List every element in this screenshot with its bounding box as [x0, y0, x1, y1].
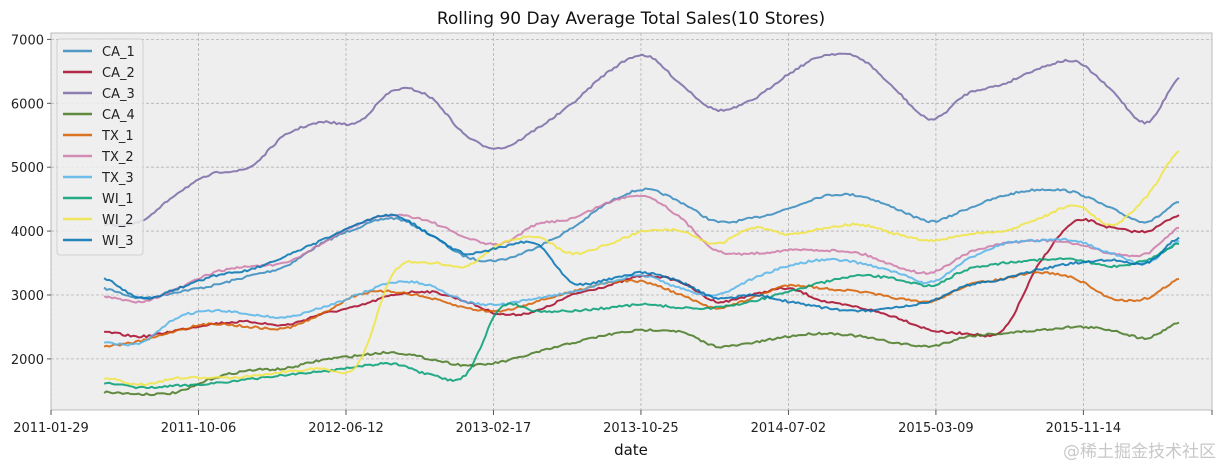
- x-tick-label: 2015-11-14: [1046, 421, 1122, 436]
- series-line-wi-3: [103, 213, 1180, 313]
- grid: [50, 33, 1212, 410]
- x-tick-label: 2011-01-29: [13, 421, 89, 436]
- y-tick-label: 3000: [11, 289, 44, 304]
- series-line-tx-2: [103, 194, 1180, 304]
- legend-item: CA_1: [63, 45, 135, 60]
- legend-item: CA_3: [63, 87, 135, 102]
- legend-label: WI_1: [102, 192, 133, 207]
- y-tick-label: 2000: [11, 353, 44, 368]
- series-line-wi-1: [103, 242, 1180, 390]
- plot-area: [50, 32, 1213, 411]
- y-tick-label: 6000: [11, 97, 44, 112]
- legend-item: WI_3: [63, 234, 133, 249]
- x-tick-label: 2013-02-17: [456, 421, 532, 436]
- series-line-ca-1: [103, 187, 1179, 300]
- x-axis-label: date: [614, 441, 648, 459]
- legend-item: TX_1: [63, 129, 134, 144]
- y-tick-label: 5000: [11, 161, 44, 176]
- x-axis: 2011-01-29 2011-10-06 2012-06-12 2013-02-17…: [13, 410, 1213, 436]
- legend-label: CA_2: [102, 66, 135, 81]
- legend-label: WI_3: [102, 234, 133, 249]
- legend-label: CA_3: [102, 87, 135, 102]
- legend-item: TX_2: [63, 150, 134, 165]
- chart-title: Rolling 90 Day Average Total Sales(10 St…: [437, 9, 825, 29]
- legend-label: TX_3: [101, 171, 134, 186]
- series-line-tx-3: [103, 237, 1180, 347]
- legend: CA_1 CA_2 CA_3 CA_4 TX_1 TX_2 TX_3 WI_1 WI_2 WI_3: [56, 38, 144, 256]
- legend-label: CA_4: [102, 108, 135, 123]
- legend-item: CA_4: [63, 108, 135, 123]
- legend-label: CA_1: [102, 45, 135, 60]
- series-line-ca-4: [103, 321, 1180, 397]
- legend-label: TX_1: [101, 129, 134, 144]
- x-tick-label: 2014-07-02: [751, 421, 827, 436]
- series-lines: [103, 52, 1180, 397]
- series-line-ca-3: [103, 52, 1180, 227]
- x-tick-label: 2012-06-12: [308, 421, 384, 436]
- legend-item: TX_3: [63, 171, 134, 186]
- watermark: @稀土掘金技术社区: [1063, 442, 1216, 462]
- x-tick-label: 2011-10-06: [161, 421, 237, 436]
- legend-item: CA_2: [63, 66, 135, 81]
- legend-item: WI_2: [63, 213, 133, 228]
- y-tick-label: 7000: [11, 33, 44, 48]
- y-tick-label: 4000: [11, 225, 44, 240]
- x-tick-label: 2015-03-09: [898, 421, 974, 436]
- legend-label: WI_2: [102, 213, 133, 228]
- legend-label: TX_2: [101, 150, 134, 165]
- legend-item: WI_1: [63, 192, 133, 207]
- y-axis: 2000 3000 4000 5000 6000 7000: [11, 33, 51, 368]
- series-line-wi-2: [103, 150, 1180, 387]
- x-tick-label: 2013-10-25: [603, 421, 679, 436]
